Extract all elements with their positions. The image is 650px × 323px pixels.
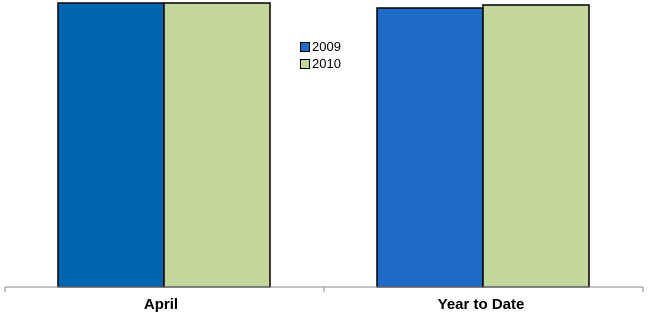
category-label-april: April bbox=[143, 296, 179, 313]
legend-label-2010: 2010 bbox=[312, 56, 341, 71]
bar-april-2010 bbox=[163, 2, 271, 288]
legend-swatch-2010 bbox=[300, 58, 310, 69]
bar-year-to-date-2010 bbox=[482, 4, 590, 288]
legend-swatch-2009 bbox=[300, 41, 310, 52]
legend: 2009 2010 bbox=[300, 38, 341, 72]
legend-item-2009: 2009 bbox=[300, 38, 341, 55]
bars-layer bbox=[57, 2, 590, 288]
legend-label-2009: 2009 bbox=[312, 39, 341, 54]
category-label-year-to-date: Year to Date bbox=[437, 296, 525, 313]
bar-april-2009 bbox=[57, 2, 165, 288]
legend-item-2010: 2010 bbox=[300, 55, 341, 72]
bar-year-to-date-2009 bbox=[376, 7, 484, 288]
